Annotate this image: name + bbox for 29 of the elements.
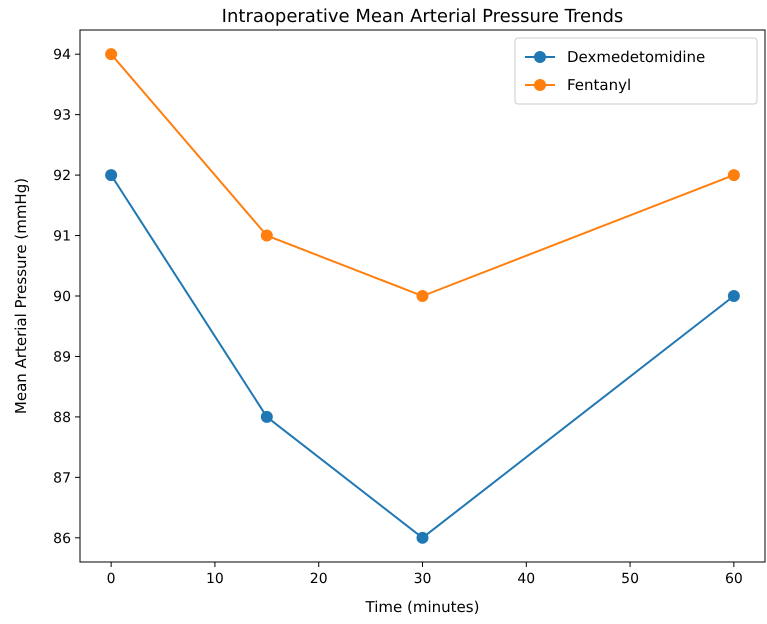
y-tick-label: 93 [53,108,71,124]
y-axis-title: Mean Arterial Pressure (mmHg) [12,178,30,414]
legend-label: Fentanyl [567,76,632,94]
x-tick-label: 50 [621,571,639,587]
point [260,410,273,423]
x-tick-label: 60 [724,571,743,587]
point [416,532,428,544]
chart-title: Intraoperative Mean Arterial Pressure Trends [222,6,624,27]
x-axis-title: Time (minutes) [364,598,480,616]
y-tick-label: 87 [53,470,71,486]
y-tick-label: 90 [53,289,71,305]
point [260,230,273,242]
x-tick-label: 30 [414,571,432,587]
y-tick-label: 91 [53,228,71,245]
y-tick-label: 89 [53,349,71,366]
point [105,48,118,60]
y-tick-label: 88 [53,410,71,426]
point [416,290,428,302]
x-tick-label: 20 [310,571,328,587]
x-tick-label: 40 [517,571,536,587]
y-tick-label: 92 [53,168,71,184]
point [728,290,740,302]
point [105,169,118,182]
point [728,169,740,182]
x-tick-label: 10 [206,571,224,587]
y-tick-label: 86 [53,530,72,547]
x-tick-label: 0 [106,571,116,587]
legend-label: Dexmedetomidine [567,48,706,66]
y-tick-label: 94 [53,47,72,64]
